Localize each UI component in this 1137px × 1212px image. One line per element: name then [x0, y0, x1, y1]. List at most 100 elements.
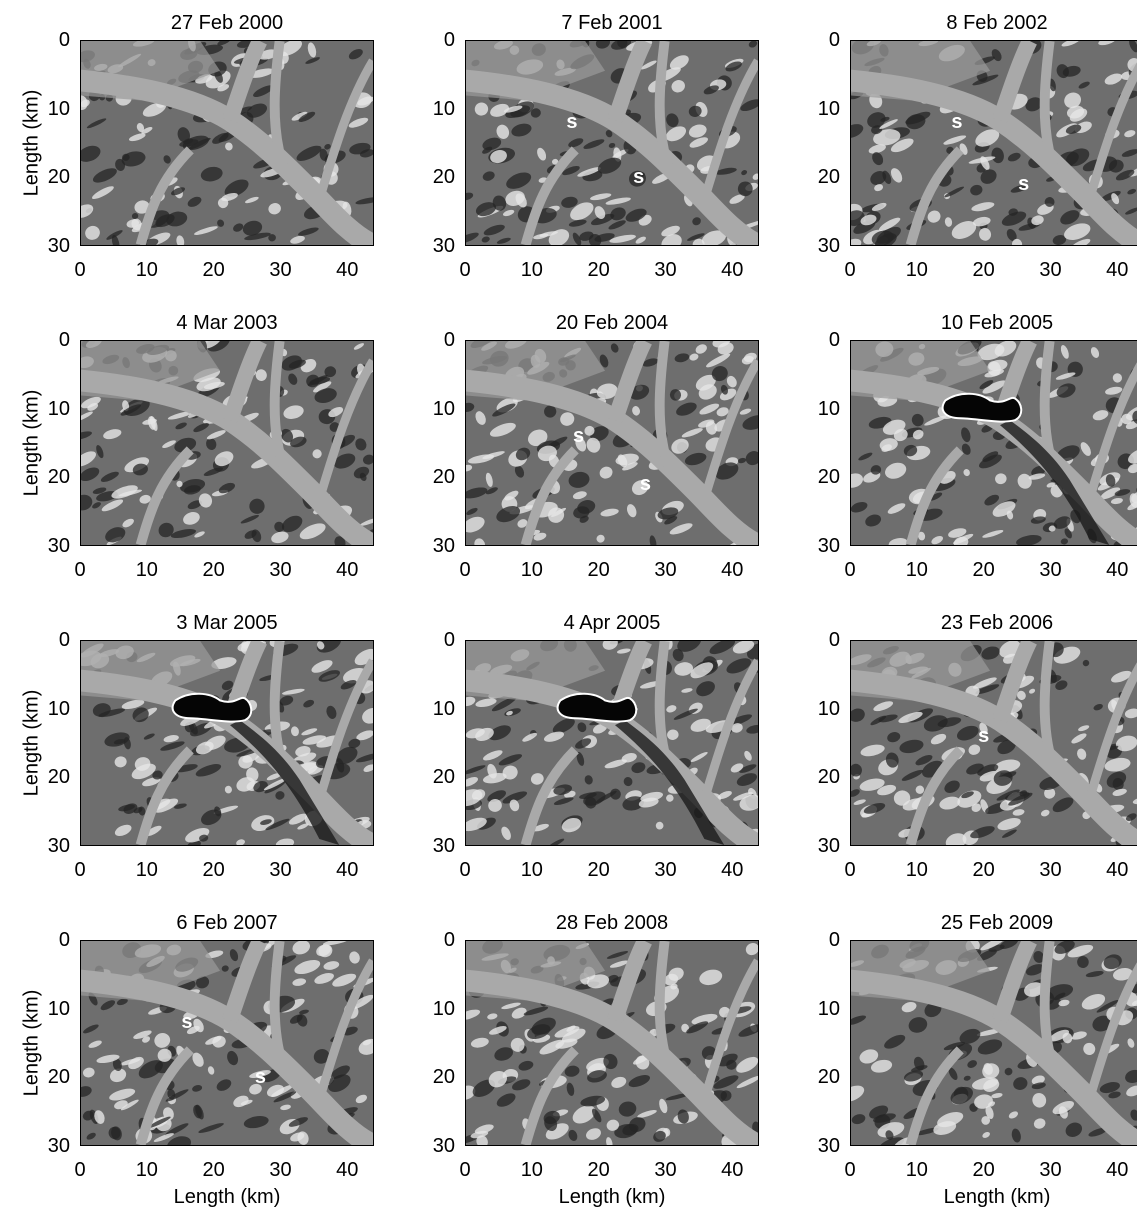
- panel-12: 25 Feb 2009 0 10 20 30 0 10 20 30 40 Length (km): [770, 910, 1137, 1210]
- x-tick-label: 20: [202, 1159, 225, 1181]
- panel-title: 28 Feb 2008: [555, 912, 669, 934]
- panel-title: 6 Feb 2007: [176, 912, 278, 934]
- satellite-image: [850, 640, 1137, 846]
- y-tick-label: 10: [817, 397, 840, 420]
- x-tick-label: 20: [587, 559, 610, 581]
- x-tick-label: 0: [844, 559, 856, 581]
- y-tick-label: 0: [58, 29, 70, 51]
- y-tick-label: 30: [817, 235, 840, 257]
- y-tick-label: 10: [47, 97, 70, 120]
- terrain-image: [851, 341, 1137, 545]
- y-tick-label: 20: [817, 1066, 840, 1089]
- terrain-image: [81, 41, 373, 245]
- x-tick-label: 0: [74, 1159, 86, 1181]
- y-tick-label: 10: [47, 397, 70, 420]
- terrain-image: [851, 941, 1137, 1145]
- x-tick-label: 40: [336, 559, 359, 581]
- x-tick-label: 10: [135, 259, 158, 281]
- x-tick-label: 20: [587, 859, 610, 881]
- y-tick-label: 30: [432, 835, 455, 857]
- satellite-image: [465, 940, 759, 1146]
- panel-1: 27 Feb 2000 0 10 20 30 0 10 20 30 40 Length (km): [0, 10, 374, 310]
- y-tick-label: 30: [432, 535, 455, 557]
- x-tick-label: 40: [336, 859, 359, 881]
- y-axis-label: Length (km): [20, 989, 43, 1097]
- y-tick-label: 10: [432, 997, 455, 1020]
- x-tick-label: 0: [459, 559, 471, 581]
- panel-2: 7 Feb 2001 s s 0 10 20 30 0 10 20 30 40: [385, 10, 759, 310]
- satellite-image: [465, 640, 759, 846]
- x-axis-label: Length (km): [943, 1186, 1051, 1208]
- x-tick-label: 40: [721, 559, 744, 581]
- y-tick-label: 20: [432, 1066, 455, 1089]
- y-tick-label: 0: [443, 329, 455, 351]
- x-tick-label: 30: [654, 1159, 677, 1181]
- surge-marker: s: [181, 1011, 193, 1034]
- x-tick-label: 40: [1106, 259, 1129, 281]
- terrain-image: [851, 641, 1137, 845]
- x-tick-label: 40: [336, 1159, 359, 1181]
- x-tick-label: 40: [336, 259, 359, 281]
- x-tick-label: 0: [74, 559, 86, 581]
- y-tick-label: 10: [47, 697, 70, 720]
- y-tick-label: 20: [47, 166, 70, 189]
- panel-title: 25 Feb 2009: [940, 912, 1054, 934]
- x-tick-label: 10: [905, 559, 928, 581]
- y-tick-label: 0: [443, 629, 455, 651]
- panel-10: 6 Feb 2007 s s 0 10 20 30 0 10 20 30 40 Length (km) L…: [0, 910, 374, 1210]
- x-tick-label: 20: [587, 259, 610, 281]
- x-tick-label: 30: [1039, 1159, 1062, 1181]
- x-tick-label: 30: [1039, 259, 1062, 281]
- y-tick-label: 0: [443, 929, 455, 951]
- y-tick-label: 10: [47, 997, 70, 1020]
- y-tick-label: 0: [828, 329, 840, 351]
- x-tick-label: 40: [721, 1159, 744, 1181]
- y-tick-label: 20: [432, 466, 455, 489]
- x-tick-label: 20: [972, 559, 995, 581]
- x-tick-label: 30: [1039, 559, 1062, 581]
- panel-7: 3 Mar 2005 0 10 20 30 0 10 20 30 40 Length (km): [0, 610, 374, 910]
- x-tick-label: 20: [972, 259, 995, 281]
- x-tick-label: 10: [135, 1159, 158, 1181]
- terrain-image: [466, 941, 758, 1145]
- y-tick-label: 10: [817, 97, 840, 120]
- satellite-image: [80, 640, 374, 846]
- y-tick-label: 20: [817, 166, 840, 189]
- satellite-image: [80, 40, 374, 246]
- panel-6: 10 Feb 2005 0 10 20 30 0 10 20 30 40: [770, 310, 1137, 610]
- y-tick-label: 30: [47, 835, 70, 857]
- y-axis-label: Length (km): [20, 689, 43, 797]
- panel-5: 20 Feb 2004 s s 0 10 20 30 0 10 20 30 40: [385, 310, 759, 610]
- y-tick-label: 30: [47, 535, 70, 557]
- terrain-image: [81, 941, 373, 1145]
- x-tick-label: 10: [520, 259, 543, 281]
- x-tick-label: 20: [972, 1159, 995, 1181]
- x-tick-label: 20: [587, 1159, 610, 1181]
- satellite-image: [850, 40, 1137, 246]
- y-tick-label: 20: [432, 766, 455, 789]
- y-tick-label: 10: [817, 997, 840, 1020]
- y-tick-label: 10: [432, 97, 455, 120]
- x-tick-label: 30: [654, 559, 677, 581]
- panel-title: 23 Feb 2006: [940, 612, 1054, 634]
- x-tick-label: 0: [844, 1159, 856, 1181]
- x-axis-label: Length (km): [558, 1186, 666, 1208]
- x-tick-label: 0: [74, 259, 86, 281]
- x-axis-label: Length (km): [173, 1186, 281, 1208]
- y-tick-label: 20: [817, 766, 840, 789]
- surge-marker: s: [639, 473, 651, 496]
- y-tick-label: 10: [432, 697, 455, 720]
- x-tick-label: 10: [520, 559, 543, 581]
- y-tick-label: 30: [432, 235, 455, 257]
- terrain-image: [81, 641, 373, 845]
- x-tick-label: 40: [1106, 559, 1129, 581]
- x-tick-label: 40: [721, 859, 744, 881]
- panel-8: 4 Apr 2005 0 10 20 30 0 10 20 30 40: [385, 610, 759, 910]
- panel-4: 4 Mar 2003 0 10 20 30 0 10 20 30 40 Length (km): [0, 310, 374, 610]
- y-tick-label: 20: [47, 1066, 70, 1089]
- x-tick-label: 0: [459, 259, 471, 281]
- x-tick-label: 30: [269, 1159, 292, 1181]
- panel-3: 8 Feb 2002 s s 0 10 20 30 0 10 20 30 40: [770, 10, 1137, 310]
- x-tick-label: 10: [135, 559, 158, 581]
